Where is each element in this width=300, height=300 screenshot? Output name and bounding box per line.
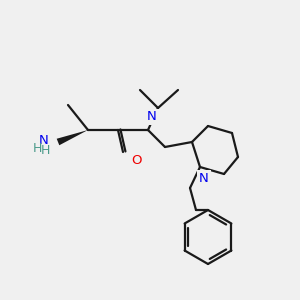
Text: H: H [40, 143, 50, 157]
Text: N: N [147, 110, 157, 124]
Text: O: O [131, 154, 141, 167]
Polygon shape [57, 130, 88, 145]
Text: N: N [39, 134, 49, 146]
Text: H: H [32, 142, 42, 155]
Text: N: N [199, 172, 209, 184]
